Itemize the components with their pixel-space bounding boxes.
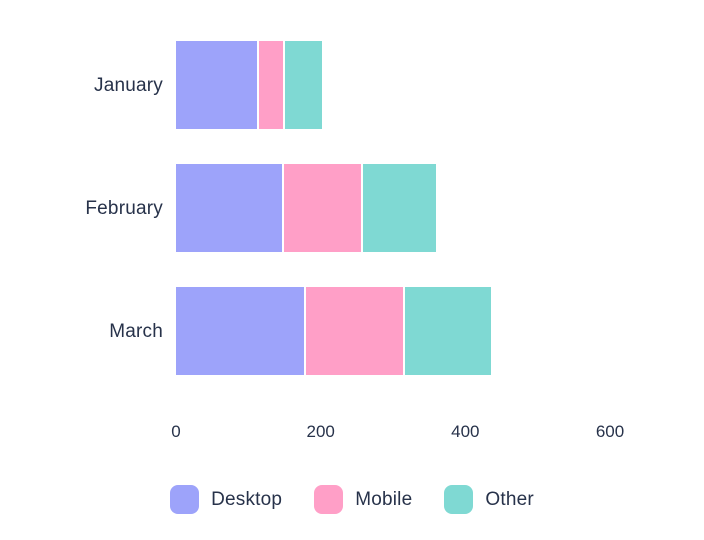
legend-swatch-icon xyxy=(314,485,344,514)
legend-item-mobile[interactable]: Mobile xyxy=(314,485,412,514)
x-axis-tick-label: 200 xyxy=(306,422,335,441)
chart-plot-area: January February March xyxy=(0,41,704,375)
x-axis-tick-label: 600 xyxy=(595,422,625,441)
x-axis-tick-label: 0 xyxy=(171,422,181,441)
x-axis: 0 200 400 600 xyxy=(171,422,624,442)
bar-segment-mobile[interactable] xyxy=(306,287,406,375)
legend-label: Mobile xyxy=(355,488,413,510)
bar-segment-other[interactable] xyxy=(363,164,437,252)
stacked-bar xyxy=(176,287,704,375)
bar-segment-other[interactable] xyxy=(405,287,492,375)
chart-row: March xyxy=(0,287,704,375)
legend-item-other[interactable]: Other xyxy=(444,485,534,514)
legend-label: Desktop xyxy=(211,488,283,510)
bar-segment-mobile[interactable] xyxy=(283,164,364,252)
category-label: January xyxy=(94,74,163,96)
category-label: February xyxy=(85,197,163,219)
legend-item-desktop[interactable]: Desktop xyxy=(170,485,282,514)
bar-track xyxy=(176,287,704,375)
bar-segment-other[interactable] xyxy=(285,41,323,129)
x-axis-tick-label: 400 xyxy=(451,422,480,441)
chart-row: February xyxy=(0,164,704,252)
bar-segment-desktop[interactable] xyxy=(176,287,307,375)
bar-segment-desktop[interactable] xyxy=(176,164,284,252)
stacked-bar xyxy=(176,41,704,129)
chart-row: January xyxy=(0,41,704,129)
legend-swatch-icon xyxy=(170,485,200,514)
legend-swatch-icon xyxy=(444,485,474,514)
bar-track xyxy=(176,164,704,252)
bar-segment-mobile[interactable] xyxy=(259,41,286,129)
legend-label: Other xyxy=(485,488,534,510)
bar-segment-desktop[interactable] xyxy=(176,41,260,129)
category-label: March xyxy=(109,320,163,342)
chart-legend: Desktop Mobile Other xyxy=(0,485,704,514)
bar-track xyxy=(176,41,704,129)
stacked-bar xyxy=(176,164,704,252)
